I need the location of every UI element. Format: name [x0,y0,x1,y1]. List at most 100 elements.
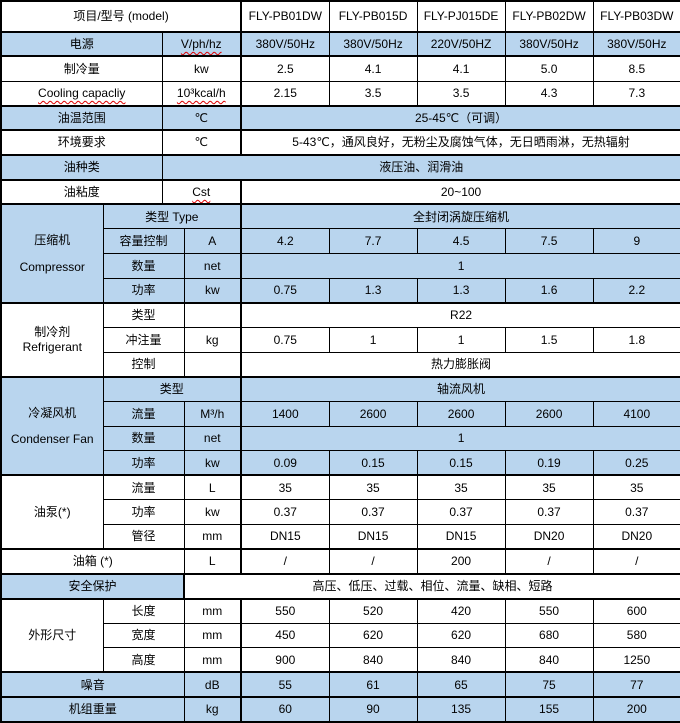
condenser-flow-value: 4100 [592,400,680,427]
noise-unit: dB [183,671,243,698]
environment-label: 环境要求 [0,129,163,156]
oil-pump-flow-value: 35 [328,474,418,501]
noise-value: 77 [592,671,680,698]
dimension-width-value: 580 [592,622,680,649]
environment-unit: ℃ [161,129,243,156]
condenser-flow-unit: M³/h [183,400,243,427]
condenser-flow-value: 2600 [328,400,418,427]
oil-pump-flow-row: 油泵(*) 流量 L 35 35 35 35 35 [0,474,680,550]
compressor-capacity-row: 容量控制 A 4.2 7.7 4.5 7.5 9 [1,228,680,255]
power-unit: V/ph/hz [161,30,243,57]
weight-label: 机组重量 [0,696,185,723]
oil-pump-power-value: 0.37 [240,499,330,526]
refrigerant-type-row: 制冷剂 Refrigerant 类型 R22 [0,301,680,378]
dimension-height-value: 840 [504,647,594,673]
dimension-length-row: 外形尺寸 长度 mm 550 520 420 550 600 [0,597,680,673]
oil-tank-value: 200 [416,548,506,575]
refrigerant-type-value: R22 [240,301,680,328]
oil-tank-row: 油箱 (*) L / / 200 / / [0,548,680,575]
power-value: 220V/50HZ [416,30,506,57]
condenser-flow-value: 1400 [240,400,330,427]
oil-temp-label: 油温范围 [0,104,163,131]
refrigerant-type-label: 类型 [102,301,185,328]
oil-type-row: 油种类 液压油、润滑油 [0,154,680,181]
oil-viscosity-label: 油粘度 [0,178,163,205]
model-name: FLY-PJ015DE [416,0,506,33]
oil-pump-pipe-value: DN15 [416,524,506,550]
power-value: 380V/50Hz [504,30,594,57]
oil-pump-flow-value: 35 [416,474,506,501]
refrigerant-charge-value: 0.75 [240,326,330,353]
condenser-power-label: 功率 [102,450,185,476]
compressor-capacity-value: 7.5 [504,228,594,255]
dimension-width-row: 宽度 mm 450 620 620 680 580 [1,622,680,649]
oil-pump-pipe-value: DN15 [240,524,330,550]
compressor-type-value: 全封闭涡旋压缩机 [240,203,680,230]
refrigerant-charge-value: 1 [416,326,506,353]
dimension-height-row: 高度 mm 900 840 840 840 1250 [1,647,680,673]
dimension-length-value: 550 [240,597,330,624]
noise-value: 75 [504,671,594,698]
compressor-capacity-unit: A [183,228,243,255]
oil-pump-power-value: 0.37 [592,499,680,526]
dimension-length-value: 520 [328,597,418,624]
refrigerant-charge-label: 冲注量 [102,326,185,353]
oil-pump-section-label: 油泵(*) [0,474,104,550]
oil-pump-flow-unit: L [183,474,243,501]
dimension-length-label: 长度 [102,597,185,624]
model-name: FLY-PB03DW [592,0,680,33]
condenser-power-value: 0.15 [328,450,418,476]
header-model-label: 项目/型号 (model) [0,0,243,33]
condenser-flow-value: 2600 [504,400,594,427]
compressor-type-row: 压缩机 Compressor 类型 Type 全封闭涡旋压缩机 [0,203,680,304]
oil-temp-row: 油温范围 ℃ 25-45℃（可调） [0,104,680,131]
condenser-power-value: 0.15 [416,450,506,476]
condenser-type-value: 轴流风机 [240,375,680,402]
dimension-length-unit: mm [183,597,243,624]
safety-row: 安全保护 高压、低压、过载、相位、流量、缺相、短路 [0,572,680,600]
environment-row: 环境要求 ℃ 5-43℃，通风良好，无粉尘及腐蚀气体，无日晒雨淋，无热辐射 [0,129,680,156]
refrigerant-type-unit-empty [183,301,243,328]
refrigerant-label-cn: 制冷剂 [34,325,71,340]
power-row: 电源 V/ph/hz 380V/50Hz 380V/50Hz 220V/50HZ… [0,30,680,57]
condenser-power-value: 0.25 [592,450,680,476]
safety-label: 安全保护 [0,572,185,600]
oil-pump-pipe-value: DN20 [592,524,680,550]
condenser-quantity-value: 1 [240,425,680,452]
compressor-power-label: 功率 [102,277,185,304]
condenser-section-label: 冷凝风机 Condenser Fan [0,375,104,476]
condenser-type-row: 冷凝风机 Condenser Fan 类型 轴流风机 [0,375,680,476]
oil-pump-flow-value: 35 [592,474,680,501]
cooling-kcal-value: 3.5 [328,80,418,107]
noise-label: 噪音 [0,671,185,698]
dimension-height-value: 840 [416,647,506,673]
refrigerant-charge-value: 1.5 [504,326,594,353]
oil-pump-power-value: 0.37 [328,499,418,526]
compressor-quantity-unit: net [183,253,243,279]
oil-pump-pipe-unit: mm [183,524,243,550]
model-name: FLY-PB02DW [504,0,594,33]
condenser-quantity-unit: net [183,425,243,452]
condenser-power-value: 0.09 [240,450,330,476]
oil-pump-flow-value: 35 [504,474,594,501]
oil-pump-pipe-row: 管径 mm DN15 DN15 DN15 DN20 DN20 [1,524,680,550]
compressor-power-row: 功率 kw 0.75 1.3 1.3 1.6 2.2 [1,277,680,304]
refrigerant-control-unit-empty [183,351,243,378]
compressor-section-label: 压缩机 Compressor [0,203,104,304]
cooling-kw-value: 2.5 [240,55,330,82]
refrigerant-control-value: 热力膨胀阀 [240,351,680,378]
oil-type-label: 油种类 [0,154,163,181]
header-row: 项目/型号 (model) FLY-PB01DW FLY-PB015D FLY-… [0,0,680,33]
oil-pump-pipe-value: DN20 [504,524,594,550]
cooling-kcal-row: Cooling capacliy 10³kcal/h 2.15 3.5 3.5 … [0,80,680,107]
weight-value: 155 [504,696,594,723]
refrigerant-control-label: 控制 [102,351,185,378]
condenser-flow-row: 流量 M³/h 1400 2600 2600 2600 4100 [1,400,680,427]
dimension-height-unit: mm [183,647,243,673]
dimension-height-value: 840 [328,647,418,673]
cooling-kcal-value: 4.3 [504,80,594,107]
oil-temp-unit: ℃ [161,104,243,131]
condenser-quantity-row: 数量 net 1 [1,425,680,452]
refrigerant-charge-value: 1.8 [592,326,680,353]
